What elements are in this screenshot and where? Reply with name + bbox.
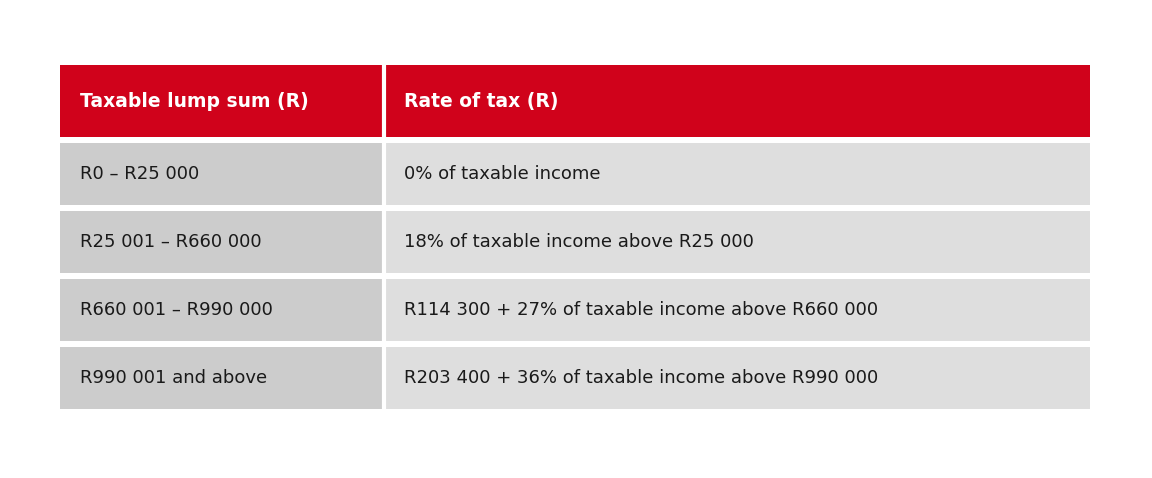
Text: R0 – R25 000: R0 – R25 000 — [79, 165, 199, 183]
Text: 0% of taxable income: 0% of taxable income — [404, 165, 601, 183]
Text: R114 300 + 27% of taxable income above R660 000: R114 300 + 27% of taxable income above R… — [404, 301, 879, 319]
Bar — [385, 347, 1090, 409]
Bar — [385, 143, 1090, 205]
Text: R660 001 – R990 000: R660 001 – R990 000 — [79, 301, 273, 319]
Bar — [60, 279, 385, 341]
Bar — [60, 65, 1090, 137]
Text: 18% of taxable income above R25 000: 18% of taxable income above R25 000 — [404, 233, 755, 251]
Text: Rate of tax (R): Rate of tax (R) — [404, 91, 559, 110]
Bar — [60, 143, 385, 205]
Bar — [385, 279, 1090, 341]
Text: R203 400 + 36% of taxable income above R990 000: R203 400 + 36% of taxable income above R… — [404, 369, 879, 387]
Text: Taxable lump sum (R): Taxable lump sum (R) — [79, 91, 309, 110]
Bar — [60, 211, 385, 273]
Text: R990 001 and above: R990 001 and above — [79, 369, 267, 387]
Text: R25 001 – R660 000: R25 001 – R660 000 — [79, 233, 262, 251]
Bar — [385, 211, 1090, 273]
Bar — [60, 347, 385, 409]
